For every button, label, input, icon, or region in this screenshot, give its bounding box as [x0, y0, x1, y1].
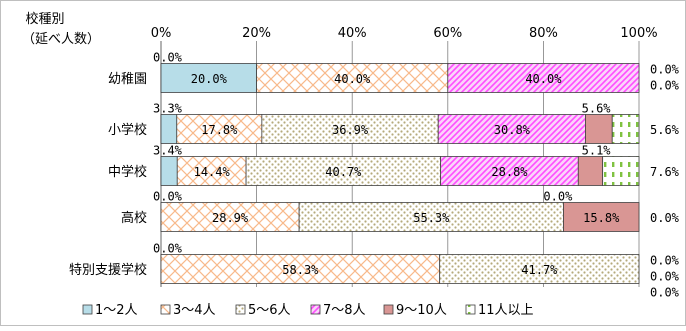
data-label: 5.6% — [650, 123, 680, 137]
legend-swatch — [235, 304, 246, 315]
category-axis-title: （延べ人数） — [22, 32, 100, 47]
data-label: 0.0% — [650, 63, 680, 77]
data-label: 3.3% — [153, 102, 183, 116]
x-tick-label: 60% — [433, 26, 462, 41]
category-label: 高校 — [121, 210, 147, 226]
data-label: 0.0% — [650, 286, 680, 300]
bar-segment — [245, 156, 442, 186]
data-label: 58.3% — [282, 263, 319, 277]
data-label: 40.0% — [334, 72, 371, 86]
data-label: 3.4% — [153, 144, 183, 158]
bar-segment — [563, 202, 640, 232]
data-label: 5.6% — [582, 102, 612, 116]
legend-swatch — [383, 304, 394, 315]
data-label: 0.0% — [650, 211, 680, 225]
data-label: 41.7% — [521, 263, 558, 277]
legend-swatch — [465, 304, 476, 315]
x-tick-label: 40% — [338, 26, 367, 41]
bar-segment — [176, 114, 263, 144]
data-label: 17.8% — [201, 123, 238, 137]
bar-segment — [261, 114, 439, 144]
labels: 0% 20% 40% 60% 80% 100% 校種別 （延べ人数） 幼稚園 20.0% 40.0%… — [22, 11, 680, 300]
data-label: 0.0% — [650, 270, 680, 284]
category-label: 特別支援学校 — [69, 262, 147, 278]
legend-label: 3〜4人 — [173, 303, 216, 318]
data-label: 0.0% — [153, 51, 183, 65]
bar-segment — [298, 202, 564, 232]
bar-segment — [602, 156, 640, 186]
legend-label: 5〜6人 — [248, 303, 291, 318]
legend-swatch — [160, 304, 171, 315]
data-label: 40.7% — [325, 165, 362, 179]
legend-label: 11人以上 — [478, 303, 534, 318]
legend-swatch — [310, 304, 321, 315]
legend-label: 7〜8人 — [323, 303, 366, 318]
bar-segment — [160, 254, 441, 284]
bar-segment — [160, 156, 178, 186]
bar-segment — [577, 156, 604, 186]
bar-segment — [437, 114, 586, 144]
data-label: 36.9% — [332, 123, 369, 137]
data-label: 55.3% — [413, 211, 450, 225]
bar-segment — [447, 63, 640, 93]
data-label: 28.8% — [491, 165, 528, 179]
bar-segment — [176, 156, 247, 186]
data-label: 28.9% — [212, 211, 249, 225]
data-label: 0.0% — [650, 254, 680, 268]
bar-segment — [160, 63, 257, 93]
data-label: 20.0% — [191, 72, 228, 86]
bars — [160, 63, 640, 284]
data-label: 0.0% — [543, 190, 573, 204]
bar-segment — [160, 114, 178, 144]
data-label: 7.6% — [650, 165, 680, 179]
category-label: 中学校 — [108, 164, 147, 180]
data-label: 14.4% — [194, 165, 231, 179]
x-tick-label: 100% — [620, 26, 657, 41]
bar-segment — [439, 254, 640, 284]
bar-segment — [440, 156, 579, 186]
category-label: 小学校 — [108, 122, 147, 138]
data-label: 0.0% — [153, 190, 183, 204]
category-label: 幼稚園 — [108, 72, 147, 87]
data-label: 15.8% — [583, 211, 620, 225]
data-label: 40.0% — [525, 72, 562, 86]
bar-segment — [611, 114, 640, 144]
bar-segment — [160, 202, 300, 232]
legend-swatch — [82, 304, 93, 315]
data-label: 0.0% — [650, 79, 680, 93]
legend-label: 1〜2人 — [95, 303, 138, 318]
data-label: 0.0% — [153, 242, 183, 256]
x-tick-label: 80% — [529, 26, 558, 41]
x-tick-label: 20% — [242, 26, 271, 41]
data-label: 5.1% — [582, 144, 612, 158]
legend: 1〜2人 3〜4人 5〜6人 7〜8人 9〜10人 11人以上 — [82, 303, 534, 318]
x-tick-label: 0% — [151, 26, 172, 41]
legend-label: 9〜10人 — [396, 303, 447, 318]
bar-segment — [585, 114, 613, 144]
category-axis-title: 校種別 — [25, 11, 64, 27]
data-label: 30.8% — [494, 123, 531, 137]
